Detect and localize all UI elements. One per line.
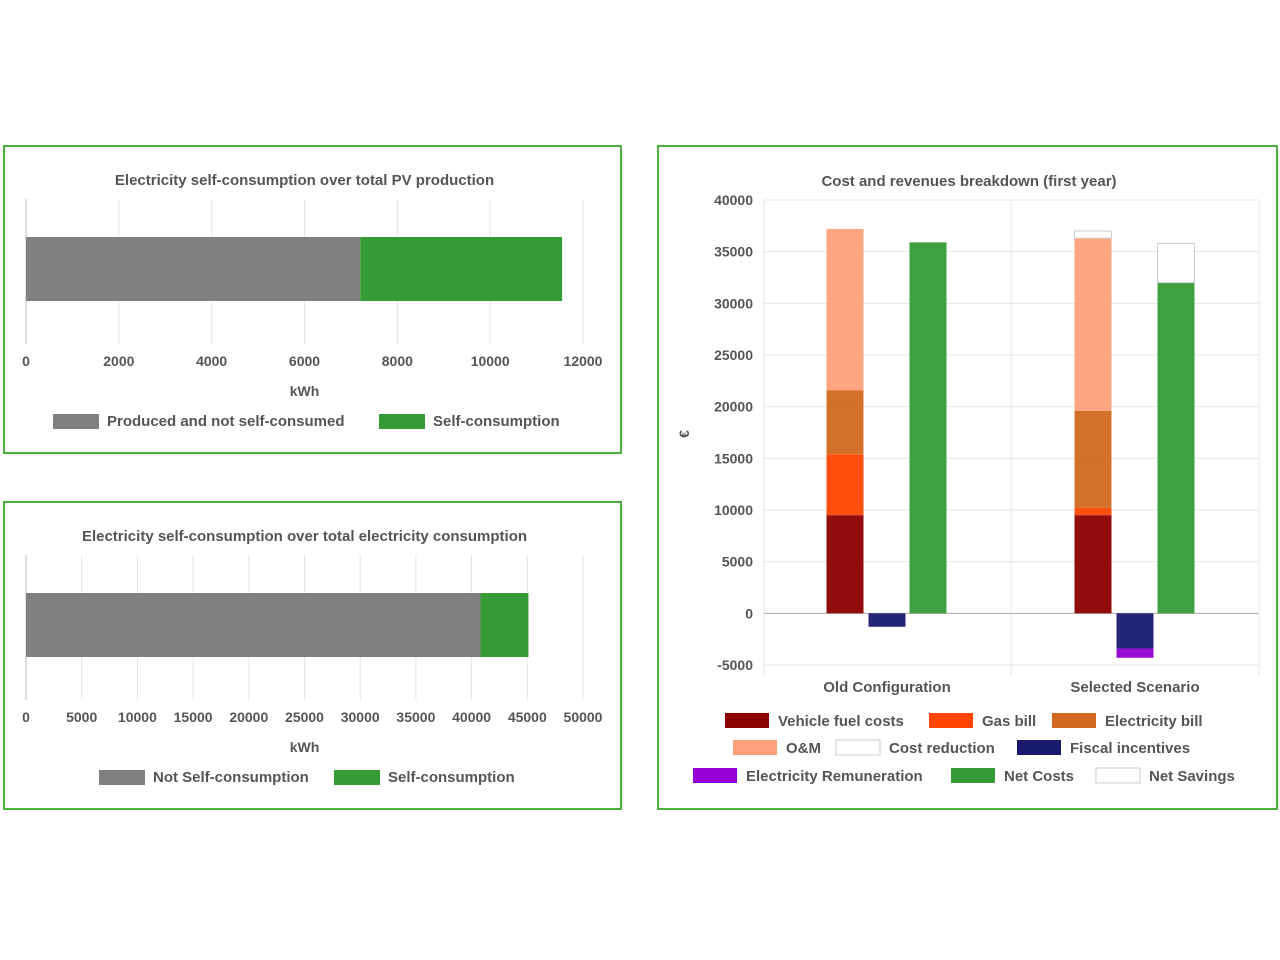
y-tick-label: 40000 xyxy=(714,192,753,208)
x-tick-label: 15000 xyxy=(174,709,213,725)
chart-title: Electricity self-consumption over total … xyxy=(82,528,527,545)
y-tick-label: 20000 xyxy=(714,399,753,415)
x-category-label: Old Configuration xyxy=(823,679,950,696)
bar-net-savings xyxy=(1157,242,1195,284)
cost-breakdown-chart: Cost and revenues breakdown (first year)… xyxy=(676,173,1260,785)
bar-cost-reduction xyxy=(1074,230,1112,239)
bar-gas-bill xyxy=(1074,507,1112,516)
x-tick-label: 20000 xyxy=(229,709,268,725)
bar-o-m xyxy=(1074,238,1112,411)
legend-label-vehicle-fuel-costs: Vehicle fuel costs xyxy=(778,713,904,730)
x-tick-label: 2000 xyxy=(103,353,134,369)
legend-label-electricity-bill: Electricity bill xyxy=(1105,713,1203,730)
x-axis-label: kWh xyxy=(290,383,320,399)
bar-fiscal-incentives xyxy=(868,613,906,627)
legend-label-cost-reduction: Cost reduction xyxy=(889,740,995,757)
x-tick-label: 30000 xyxy=(341,709,380,725)
bar-not-self-consumption xyxy=(26,593,481,657)
x-tick-label: 25000 xyxy=(285,709,324,725)
y-tick-label: 0 xyxy=(745,605,753,621)
x-tick-label: 6000 xyxy=(289,353,320,369)
legend-label-self-consumption: Self-consumption xyxy=(433,413,560,430)
legend-swatch-electricity-bill xyxy=(1052,713,1096,728)
y-tick-label: 5000 xyxy=(722,554,753,570)
x-tick-label: 35000 xyxy=(396,709,435,725)
legend-label-electricity-remuneration: Electricity Remuneration xyxy=(746,768,923,785)
legend-label-o-m: O&M xyxy=(786,740,821,757)
x-tick-label: 50000 xyxy=(564,709,603,725)
bar-electricity-remuneration xyxy=(1116,648,1154,658)
x-tick-label: 4000 xyxy=(196,353,227,369)
x-tick-label: 45000 xyxy=(508,709,547,725)
chart-title: Electricity self-consumption over total … xyxy=(115,172,494,189)
pv-production-chart: Electricity self-consumption over total … xyxy=(22,172,603,430)
legend-swatch-produced-and-not-self-consumed xyxy=(53,414,99,429)
x-tick-label: 0 xyxy=(22,709,30,725)
legend-label-net-costs: Net Costs xyxy=(1004,768,1074,785)
x-tick-label: 12000 xyxy=(564,353,603,369)
y-tick-label: 10000 xyxy=(714,502,753,518)
y-tick-label: 25000 xyxy=(714,347,753,363)
legend-swatch-self-consumption xyxy=(334,770,380,785)
bar-produced-and-not-self-consumed xyxy=(26,237,361,301)
chart-title: Cost and revenues breakdown (first year) xyxy=(821,173,1116,190)
consumption-chart: Electricity self-consumption over total … xyxy=(22,528,603,786)
legend-swatch-net-costs xyxy=(951,768,995,783)
consumption-chart-panel: Electricity self-consumption over total … xyxy=(3,501,622,810)
bar-electricity-bill xyxy=(826,390,864,455)
bar-o-m xyxy=(826,228,864,391)
legend-label-net-savings: Net Savings xyxy=(1149,768,1235,785)
legend-swatch-gas-bill xyxy=(929,713,973,728)
x-tick-label: 5000 xyxy=(66,709,97,725)
legend-swatch-electricity-remuneration xyxy=(693,768,737,783)
legend-swatch-fiscal-incentives xyxy=(1017,740,1061,755)
x-tick-label: 10000 xyxy=(471,353,510,369)
x-tick-label: 8000 xyxy=(382,353,413,369)
bar-electricity-bill xyxy=(1074,410,1112,508)
x-axis-label: kWh xyxy=(290,739,320,755)
x-tick-label: 0 xyxy=(22,353,30,369)
y-tick-label: 15000 xyxy=(714,450,753,466)
legend-swatch-vehicle-fuel-costs xyxy=(725,713,769,728)
legend-label-produced-and-not-self-consumed: Produced and not self-consumed xyxy=(107,413,345,430)
legend-swatch-not-self-consumption xyxy=(99,770,145,785)
y-tick-label: 30000 xyxy=(714,295,753,311)
y-axis-label: € xyxy=(676,430,692,438)
y-tick-label: 35000 xyxy=(714,244,753,260)
legend-swatch-o-m xyxy=(733,740,777,755)
bar-fiscal-incentives xyxy=(1116,613,1154,649)
legend-swatch-self-consumption xyxy=(379,414,425,429)
legend-swatch-net-savings xyxy=(1095,767,1141,784)
bar-net-costs xyxy=(909,242,947,614)
legend-label-self-consumption: Self-consumption xyxy=(388,769,515,786)
y-tick-label: -5000 xyxy=(717,657,753,673)
x-tick-label: 10000 xyxy=(118,709,157,725)
legend-label-fiscal-incentives: Fiscal incentives xyxy=(1070,740,1190,757)
bar-self-consumption xyxy=(360,237,563,301)
x-category-label: Selected Scenario xyxy=(1070,679,1199,696)
pv-production-chart-panel: Electricity self-consumption over total … xyxy=(3,145,622,454)
legend-label-not-self-consumption: Not Self-consumption xyxy=(153,769,309,786)
bar-vehicle-fuel-costs xyxy=(826,515,864,614)
bar-gas-bill xyxy=(826,454,864,516)
legend-label-gas-bill: Gas bill xyxy=(982,713,1036,730)
bar-vehicle-fuel-costs xyxy=(1074,515,1112,614)
bar-net-costs xyxy=(1157,282,1195,614)
x-tick-label: 40000 xyxy=(452,709,491,725)
legend-swatch-cost-reduction xyxy=(835,739,881,756)
cost-breakdown-chart-panel: Cost and revenues breakdown (first year)… xyxy=(657,145,1278,810)
bar-self-consumption xyxy=(480,593,529,657)
